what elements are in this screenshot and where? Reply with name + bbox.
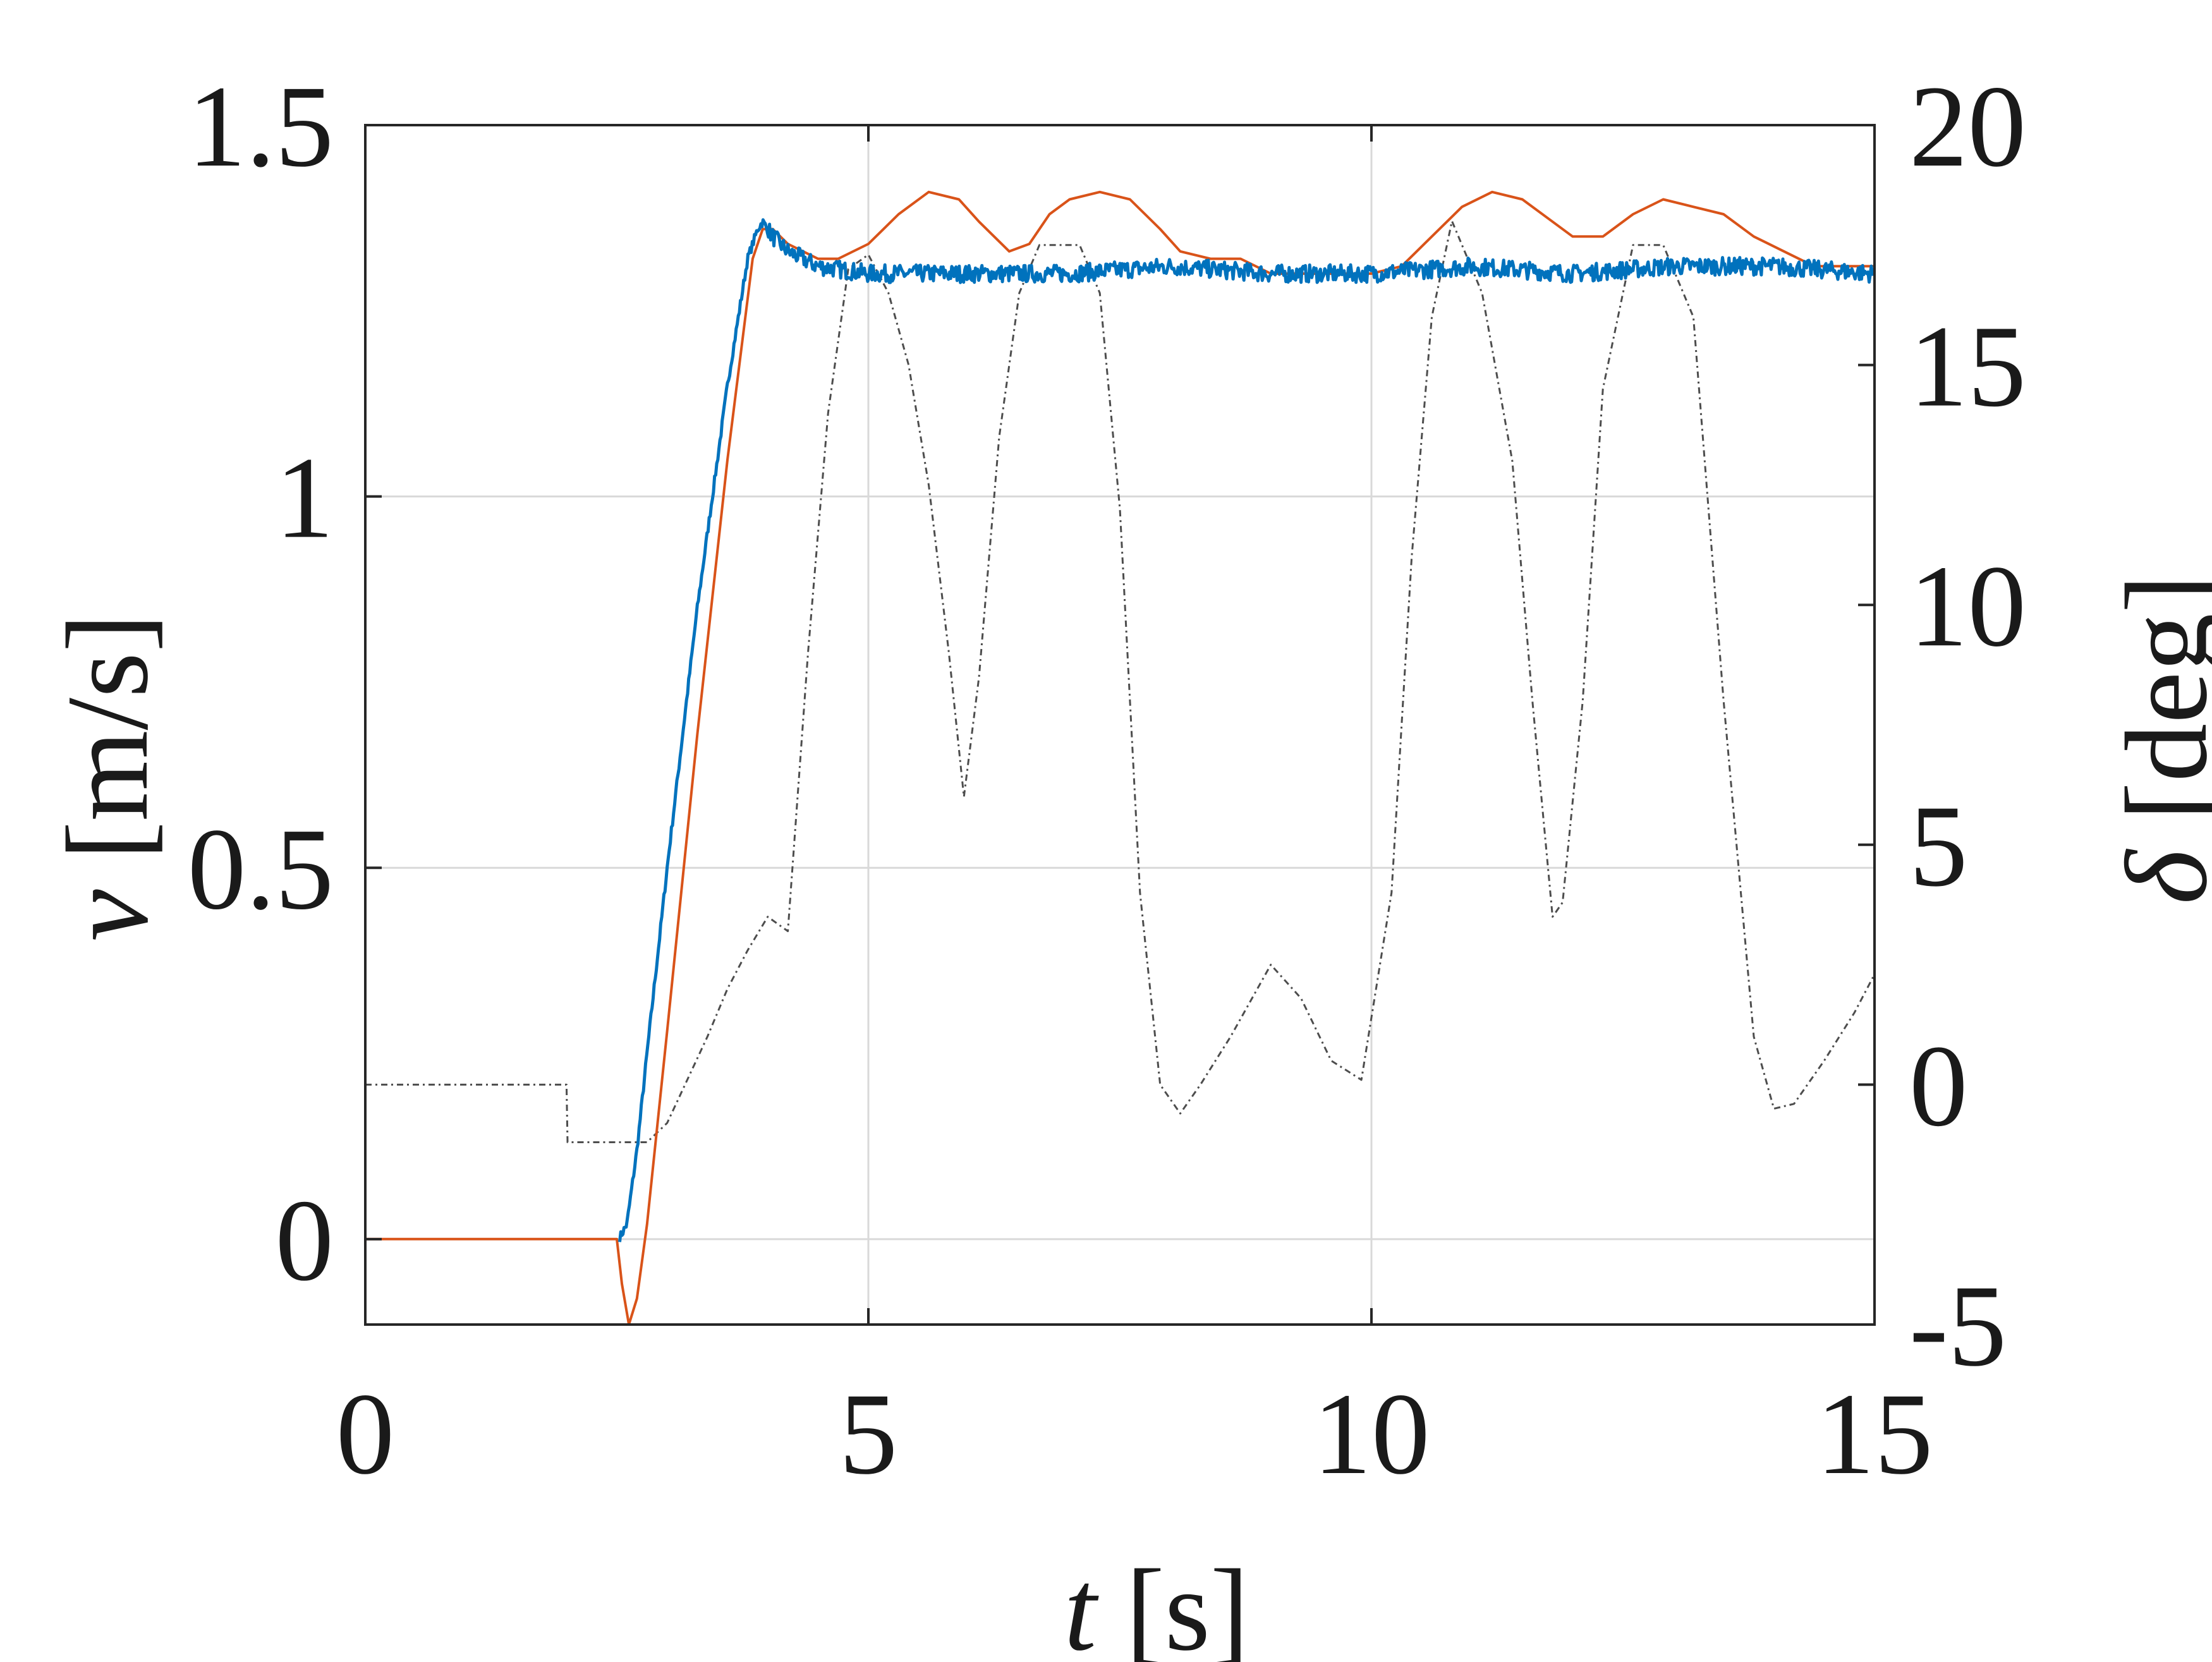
y-right-tick-label: 0 — [1909, 1021, 1968, 1151]
y-left-tick-label: 0 — [276, 1176, 334, 1306]
x-axis-title: t [s] — [1064, 1546, 1249, 1662]
y-axis-right-unit: [deg] — [2102, 574, 2212, 851]
y-right-tick-label: 5 — [1909, 782, 1968, 911]
x-tick-label: 0 — [336, 1369, 395, 1499]
y-right-tick-label: 15 — [1909, 302, 2026, 432]
y-axis-right-title: δ [deg] — [2102, 574, 2212, 905]
y-right-tick-label: 10 — [1909, 542, 2026, 671]
x-tick-label: 10 — [1313, 1369, 1430, 1499]
tick-labels: 0 5 10 15 0 0.5 1 1.5 -5 0 5 10 15 20 — [188, 62, 2026, 1499]
y-axis-left-variable: v — [43, 889, 173, 941]
y-right-tick-label: 20 — [1909, 62, 2026, 191]
x-tick-label: 15 — [1816, 1369, 1933, 1499]
measured-speed-line — [618, 218, 1875, 1242]
steering-angle-line — [365, 220, 1875, 1143]
y-axis-left-title: v [m/s] — [43, 614, 173, 942]
y-axis-left-unit: [m/s] — [43, 614, 173, 890]
y-axis-right-variable: δ — [2102, 848, 2212, 904]
reference-speed-line — [365, 190, 1875, 1325]
y-left-tick-label: 0.5 — [188, 804, 334, 934]
y-right-tick-label: -5 — [1909, 1261, 2007, 1391]
x-axis-variable: t — [1064, 1546, 1100, 1662]
x-axis-unit: [s] — [1097, 1546, 1249, 1662]
y-left-tick-label: 1 — [276, 434, 334, 563]
y-left-tick-label: 1.5 — [188, 62, 334, 191]
plot-frame — [364, 124, 1876, 1326]
x-tick-label: 5 — [839, 1369, 898, 1499]
series-layer — [365, 190, 1875, 1325]
ticks — [364, 124, 1876, 1326]
